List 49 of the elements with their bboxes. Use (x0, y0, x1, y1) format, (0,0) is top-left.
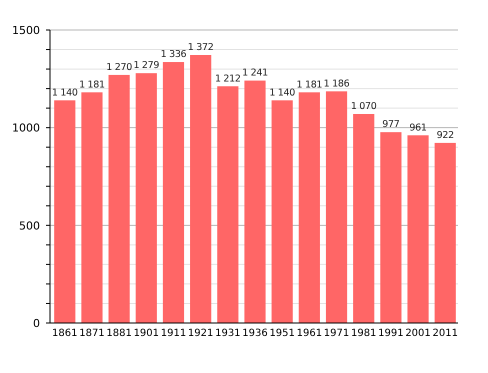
y-tick-label: 0 (33, 317, 40, 330)
bar (162, 62, 184, 323)
y-tick-label: 1500 (12, 24, 40, 37)
x-tick-label: 1936 (242, 328, 268, 339)
bar (136, 73, 157, 323)
x-tick-label: 1871 (79, 328, 105, 339)
data-label: 961 (409, 122, 427, 134)
bar (298, 92, 320, 323)
data-label: 977 (382, 119, 400, 130)
bar (434, 142, 456, 323)
bar (54, 100, 76, 323)
data-label: 1 241 (242, 68, 268, 79)
x-tick-label: 1911 (160, 328, 186, 339)
x-tick-label: 1961 (296, 328, 322, 339)
x-tick-label: 1951 (269, 328, 295, 339)
bar (190, 55, 212, 323)
bar (326, 91, 348, 323)
data-label: 1 279 (133, 60, 160, 72)
data-label: 1 181 (79, 79, 106, 90)
data-label: 1 070 (350, 100, 377, 112)
bar (407, 135, 429, 323)
x-tick-label: 2011 (432, 328, 458, 339)
data-label: 1 181 (296, 79, 322, 90)
y-tick-label: 1000 (12, 122, 40, 135)
data-label: 1 140 (52, 87, 78, 98)
x-tick-label: 1981 (350, 328, 376, 339)
data-label: 1 270 (106, 62, 132, 73)
x-tick-label: 2001 (405, 328, 431, 339)
x-tick-label: 1861 (52, 328, 78, 339)
data-label: 1 140 (269, 87, 296, 98)
x-tick-label: 1881 (106, 328, 132, 339)
bar (244, 80, 266, 323)
x-tick-label: 1901 (134, 328, 160, 339)
bar (272, 100, 293, 323)
data-label: 1 212 (214, 73, 241, 84)
x-tick-label: 1971 (324, 328, 350, 339)
x-tick-label: 1931 (215, 328, 241, 339)
data-label: 1 186 (324, 78, 350, 90)
data-label: 1 336 (160, 49, 187, 60)
x-tick-label: 1991 (378, 328, 404, 339)
bar (217, 86, 238, 323)
bar (380, 132, 402, 323)
bar (81, 92, 103, 323)
data-label: 922 (436, 130, 454, 141)
bar (353, 114, 374, 323)
bar (108, 74, 130, 323)
y-tick-label: 500 (19, 219, 40, 232)
x-tick-label: 1921 (188, 328, 214, 339)
data-label: 1 372 (188, 42, 214, 54)
